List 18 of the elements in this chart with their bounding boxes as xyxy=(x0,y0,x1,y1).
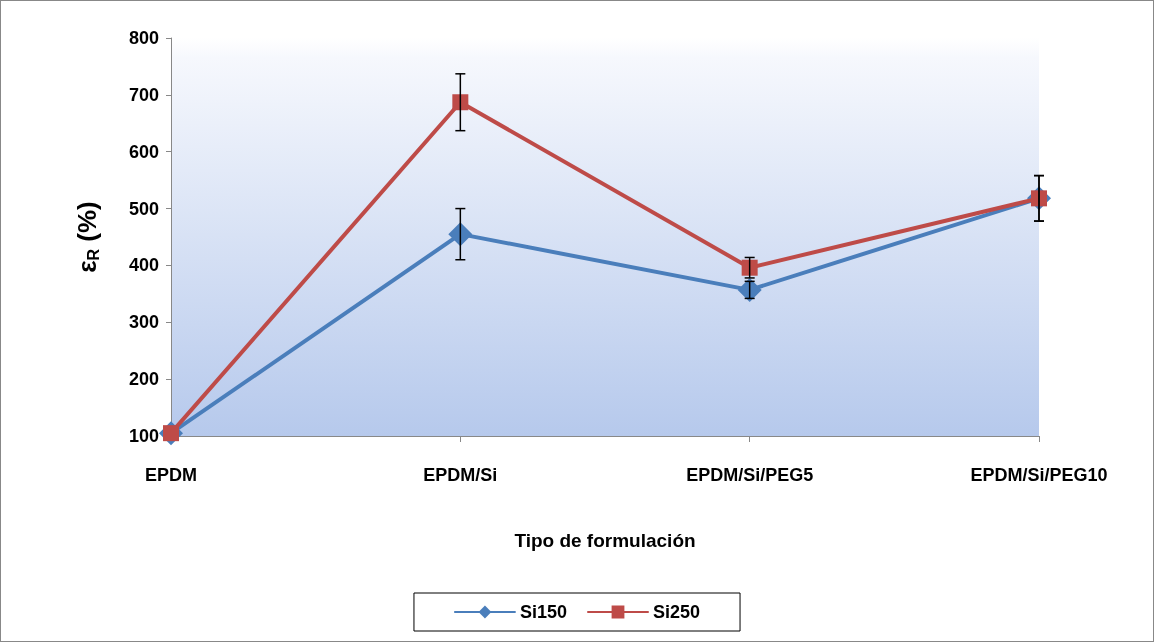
y-tick-label: 400 xyxy=(128,255,159,276)
y-axis-title: εR (%) xyxy=(72,201,102,273)
y-tick-label: 800 xyxy=(128,28,159,48)
x-tick-label: EPDM xyxy=(144,465,198,485)
point xyxy=(452,94,469,111)
y-tick-label: 600 xyxy=(128,141,159,162)
x-tick-label: EPDM/Si/PEG5 xyxy=(686,465,814,485)
y-tick-label: 300 xyxy=(128,312,159,333)
legend-label: Si250 xyxy=(653,602,701,622)
legend-label: Si150 xyxy=(519,602,568,622)
x-tick-label: EPDM/Si xyxy=(423,465,498,485)
x-axis-title: Tipo de formulación xyxy=(514,530,696,551)
y-tick-label: 500 xyxy=(128,198,159,219)
point xyxy=(448,222,473,247)
y-tick-label: 200 xyxy=(128,369,159,390)
y-tick-label: 700 xyxy=(128,84,159,105)
x-tick-label: EPDM/Si/PEG10 xyxy=(970,465,1108,485)
y-tick-label: 100 xyxy=(128,426,159,446)
